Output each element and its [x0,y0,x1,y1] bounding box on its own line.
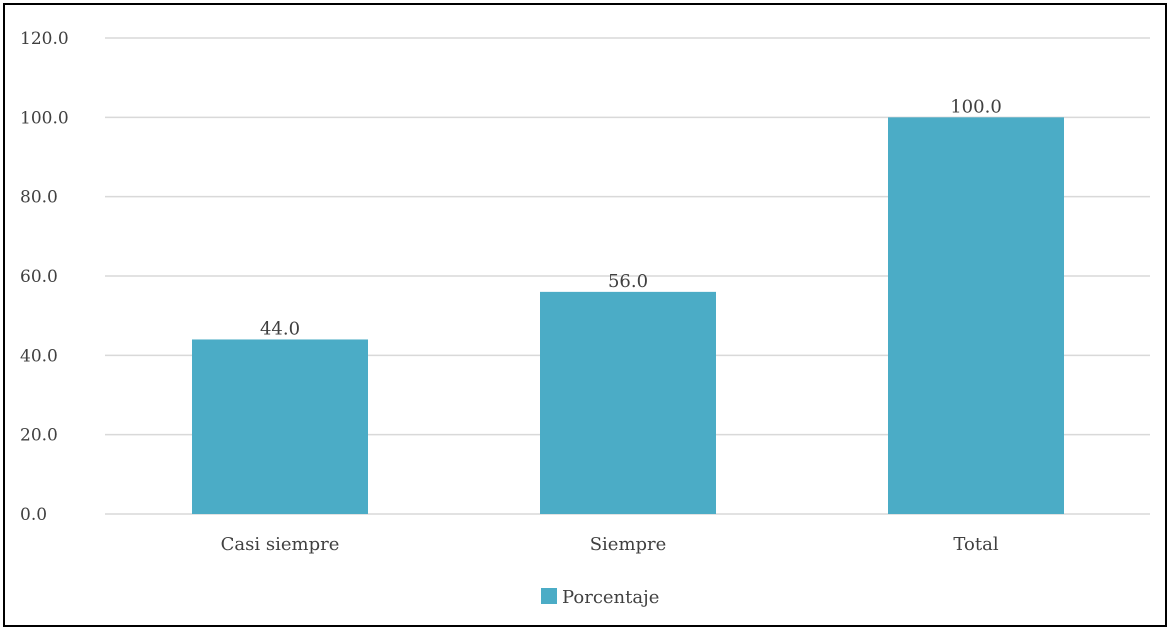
data-labels: 44.0 56.0 100.0 [260,96,1002,339]
legend[interactable]: Porcentaje [541,587,659,608]
y-tick-label: 0.0 [20,505,47,525]
bar-total[interactable] [888,117,1064,514]
y-tick-label: 100.0 [20,108,69,128]
x-axis-labels: Casi siempre Siempre Total [221,534,999,555]
y-tick-label: 40.0 [20,346,58,366]
x-tick-label: Total [953,534,998,555]
legend-label-porcentaje: Porcentaje [562,587,659,608]
y-tick-label: 20.0 [20,426,58,446]
data-label: 44.0 [260,318,300,339]
x-tick-label: Casi siempre [221,534,340,555]
bar-casi-siempre[interactable] [192,339,368,514]
legend-swatch [541,588,557,604]
bars [192,117,1064,514]
x-tick-label: Siempre [590,534,667,555]
data-label: 56.0 [608,271,648,292]
y-tick-label: 60.0 [20,267,58,287]
y-axis-ticks: 0.0 20.0 40.0 60.0 80.0 100.0 120.0 [20,29,69,525]
bar-siempre[interactable] [540,291,716,514]
y-tick-label: 120.0 [20,29,69,49]
y-tick-label: 80.0 [20,188,58,208]
data-label: 100.0 [950,96,1002,117]
